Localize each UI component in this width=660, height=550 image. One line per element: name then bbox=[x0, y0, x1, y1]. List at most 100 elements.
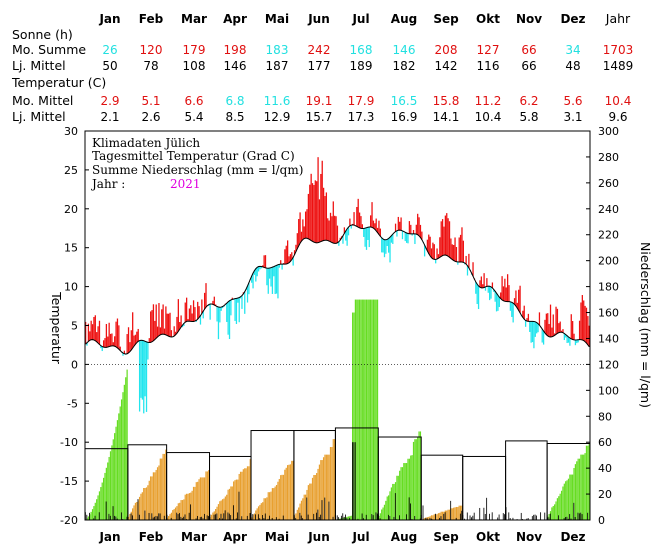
temp-anomaly-bar bbox=[516, 302, 518, 309]
table-month-header: Jul bbox=[351, 12, 369, 26]
daily-precip-bar bbox=[509, 518, 511, 520]
temp-anomaly-bar bbox=[443, 226, 445, 256]
precip-bar bbox=[152, 472, 155, 520]
temp-anomaly-bar bbox=[98, 320, 101, 345]
temp-anomaly-bar bbox=[274, 265, 276, 295]
temp-anomaly-bar bbox=[410, 224, 412, 234]
precip-bar bbox=[328, 454, 330, 520]
temp-anomaly-bar bbox=[237, 298, 239, 303]
temp-anomaly-bar bbox=[529, 321, 531, 332]
precip-bar bbox=[318, 464, 321, 520]
y-tick-label-left: 0 bbox=[71, 358, 78, 371]
precip-bar bbox=[233, 481, 235, 520]
daily-precip-bar bbox=[410, 503, 411, 520]
temp-anomaly-bar bbox=[260, 266, 262, 269]
temp-anomaly-bar bbox=[163, 328, 166, 335]
precip-bar bbox=[132, 508, 134, 520]
precip-bar bbox=[91, 509, 94, 520]
daily-precip-bar bbox=[230, 515, 232, 520]
daily-precip-bar bbox=[316, 512, 317, 520]
precip-bar bbox=[405, 463, 408, 520]
daily-precip-bar bbox=[443, 513, 445, 520]
daily-precip-bar bbox=[343, 516, 345, 520]
temp-anomaly-bar bbox=[501, 276, 503, 300]
temp-anomaly-bar bbox=[512, 303, 514, 323]
temp-anomaly-bar bbox=[464, 263, 466, 265]
table-cell: 10.4 bbox=[475, 110, 502, 124]
table-cell: 5.1 bbox=[141, 94, 160, 108]
daily-precip-bar bbox=[566, 516, 568, 520]
x-tick-label: Sep bbox=[433, 530, 459, 544]
precip-bar bbox=[372, 299, 375, 520]
precip-bar bbox=[311, 477, 314, 520]
precip-bar bbox=[109, 451, 112, 520]
precip-bar bbox=[223, 498, 225, 520]
daily-precip-bar bbox=[345, 514, 346, 520]
temp-anomaly-bar bbox=[364, 228, 366, 247]
precip-normal-box bbox=[505, 440, 548, 521]
daily-precip-bar bbox=[389, 516, 391, 520]
temp-anomaly-bar bbox=[547, 313, 549, 336]
precip-bar bbox=[451, 508, 453, 520]
daily-precip-bar bbox=[138, 514, 140, 520]
precip-bar bbox=[352, 312, 354, 520]
temp-anomaly-bar bbox=[288, 256, 290, 263]
daily-precip-bar bbox=[527, 518, 529, 520]
precip-bar bbox=[177, 503, 179, 520]
precip-bar bbox=[136, 502, 138, 520]
precip-bar bbox=[221, 499, 224, 520]
temp-anomaly-bar bbox=[573, 333, 575, 340]
temp-anomaly-bar bbox=[287, 240, 289, 264]
temp-anomaly-bar bbox=[147, 342, 149, 360]
temp-anomaly-bar bbox=[231, 297, 233, 300]
table-cell: 177 bbox=[308, 59, 331, 73]
temp-anomaly-bar bbox=[343, 227, 346, 234]
daily-precip-bar bbox=[299, 512, 301, 520]
daily-precip-bar bbox=[570, 518, 572, 520]
precip-bar bbox=[112, 439, 114, 520]
precip-bar bbox=[165, 449, 167, 520]
precip-bar bbox=[566, 480, 568, 520]
x-tick-label: Okt bbox=[476, 530, 500, 544]
precip-bar bbox=[114, 433, 116, 520]
temp-anomaly-bar bbox=[179, 322, 181, 330]
daily-precip-bar bbox=[246, 515, 248, 520]
daily-precip-bar bbox=[199, 517, 201, 520]
temp-anomaly-bar bbox=[133, 335, 135, 347]
temp-anomaly-bar bbox=[441, 219, 444, 256]
precip-bar bbox=[94, 502, 96, 520]
daily-precip-bar bbox=[264, 513, 266, 520]
temp-anomaly-bar bbox=[86, 342, 88, 346]
precip-bar bbox=[298, 507, 300, 520]
y-tick-label-right: 220 bbox=[598, 229, 619, 242]
temp-anomaly-bar bbox=[281, 264, 283, 270]
precip-bar bbox=[120, 399, 123, 520]
precip-bar bbox=[201, 477, 203, 520]
daily-precip-bar bbox=[498, 514, 500, 520]
temp-anomaly-bar bbox=[116, 318, 119, 348]
temp-anomaly-bar bbox=[407, 233, 409, 244]
precip-bar bbox=[382, 507, 384, 520]
daily-precip-bar bbox=[179, 513, 180, 520]
precip-bar bbox=[244, 468, 246, 520]
temp-anomaly-bar bbox=[412, 230, 415, 234]
temp-anomaly-bar bbox=[140, 340, 142, 398]
temp-anomaly-bar bbox=[558, 323, 560, 333]
precip-bar bbox=[360, 299, 362, 520]
precip-bar bbox=[158, 465, 160, 520]
precip-bar bbox=[151, 476, 153, 520]
precip-bar bbox=[162, 453, 164, 520]
precip-bar bbox=[274, 486, 276, 520]
temp-anomaly-bar bbox=[357, 198, 359, 228]
precip-bar bbox=[170, 512, 173, 520]
table-cell: 16.5 bbox=[391, 94, 418, 108]
precip-bar bbox=[408, 458, 410, 520]
precip-bar bbox=[105, 467, 107, 520]
precip-bar bbox=[262, 502, 264, 520]
daily-precip-bar bbox=[472, 515, 474, 520]
precip-bar bbox=[192, 486, 195, 520]
daily-precip-bar bbox=[249, 513, 251, 520]
precip-bar bbox=[295, 513, 297, 520]
temp-anomaly-bar bbox=[134, 334, 137, 345]
temp-anomaly-bar bbox=[515, 290, 517, 307]
